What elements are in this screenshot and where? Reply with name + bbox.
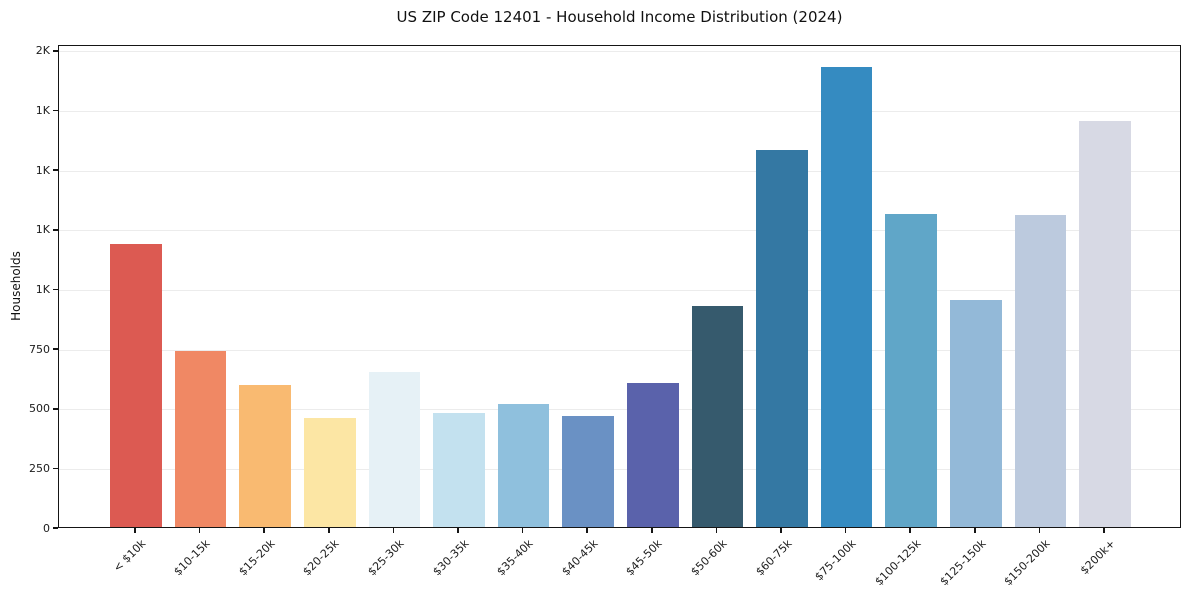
bar-20-25k bbox=[303, 417, 356, 527]
x-tick-label: $45-50k bbox=[623, 537, 665, 579]
bar-45-50k bbox=[626, 382, 679, 527]
x-tick-label: $60-75k bbox=[752, 537, 795, 579]
x-tick-label: $150-200k bbox=[1001, 537, 1053, 589]
y-tick-mark bbox=[53, 407, 58, 410]
x-tick-label: $75-100k bbox=[812, 537, 859, 584]
bar-10k bbox=[110, 244, 162, 527]
x-tick-mark bbox=[844, 528, 847, 533]
x-tick-mark bbox=[586, 528, 588, 533]
x-tick-label: $40-45k bbox=[559, 537, 601, 579]
gridline bbox=[59, 289, 1180, 291]
gridline bbox=[59, 409, 1180, 411]
y-tick-label: 750 bbox=[29, 342, 50, 356]
x-tick-mark bbox=[780, 528, 782, 533]
x-tick-mark bbox=[263, 528, 265, 533]
bar-15-20k bbox=[239, 385, 291, 527]
x-tick-mark bbox=[521, 528, 524, 533]
bar-75-100k bbox=[820, 66, 873, 527]
x-tick-label: $100-125k bbox=[872, 537, 924, 589]
chart-title: US ZIP Code 12401 - Household Income Dis… bbox=[396, 8, 843, 26]
x-tick-mark bbox=[651, 528, 653, 533]
bar-10-15k bbox=[174, 351, 227, 527]
x-tick-label: $200k+ bbox=[1077, 537, 1118, 578]
y-tick-mark bbox=[53, 109, 58, 112]
bar-50-60k bbox=[691, 306, 744, 527]
y-tick-label: 250 bbox=[29, 461, 50, 475]
x-tick-mark bbox=[457, 528, 459, 533]
x-tick-label: $50-60k bbox=[688, 537, 730, 579]
y-tick-label: 1K bbox=[35, 104, 50, 118]
y-tick-label: 500 bbox=[29, 402, 50, 416]
x-tick-mark bbox=[327, 528, 330, 533]
x-tick-label: $125-150k bbox=[936, 537, 989, 589]
bar-100-125k bbox=[885, 214, 938, 527]
bar-150-200k bbox=[1014, 215, 1067, 527]
x-tick-label: $15-20k bbox=[236, 537, 278, 579]
gridline bbox=[59, 170, 1180, 172]
y-tick-mark bbox=[53, 288, 58, 291]
y-tick-label: 0 bbox=[43, 521, 50, 535]
y-tick-label: 2K bbox=[35, 44, 50, 58]
y-tick-label: 1K bbox=[35, 223, 50, 237]
x-tick-mark bbox=[134, 528, 136, 533]
gridline bbox=[59, 349, 1180, 351]
x-tick-mark bbox=[1038, 528, 1041, 533]
x-tick-mark bbox=[974, 528, 976, 533]
x-tick-label: $35-40k bbox=[494, 537, 536, 579]
x-tick-label: $20-25k bbox=[300, 537, 342, 579]
x-tick-mark bbox=[392, 528, 395, 533]
y-tick-mark bbox=[53, 467, 58, 470]
y-tick-mark bbox=[53, 348, 58, 350]
bar-30-35k bbox=[433, 413, 485, 527]
x-tick-label: < $10k bbox=[110, 537, 149, 575]
bar-35-40k bbox=[497, 404, 550, 527]
y-tick-mark bbox=[53, 50, 58, 52]
gridline bbox=[59, 468, 1180, 470]
gridline bbox=[59, 111, 1180, 113]
x-tick-mark bbox=[909, 528, 912, 533]
y-tick-label: 1K bbox=[35, 282, 50, 296]
bar-125-150k bbox=[950, 300, 1002, 527]
x-tick-mark bbox=[715, 528, 718, 533]
bar-25-30k bbox=[368, 371, 421, 527]
bar-40-45k bbox=[562, 415, 615, 527]
x-tick-label: $25-30k bbox=[365, 537, 407, 579]
y-tick-mark bbox=[53, 229, 58, 231]
x-tick-label: $10-15k bbox=[171, 537, 213, 579]
x-tick-mark bbox=[198, 528, 201, 533]
bar-200k bbox=[1079, 121, 1131, 527]
bar-60-75k bbox=[756, 149, 808, 527]
y-tick-label: 1K bbox=[35, 163, 50, 177]
y-tick-mark bbox=[53, 169, 58, 172]
x-tick-label: $30-35k bbox=[429, 537, 472, 579]
gridline bbox=[59, 51, 1180, 53]
plot-area bbox=[58, 45, 1181, 528]
gridline bbox=[59, 230, 1180, 232]
y-tick-mark bbox=[53, 527, 58, 529]
x-tick-mark bbox=[1103, 528, 1105, 533]
